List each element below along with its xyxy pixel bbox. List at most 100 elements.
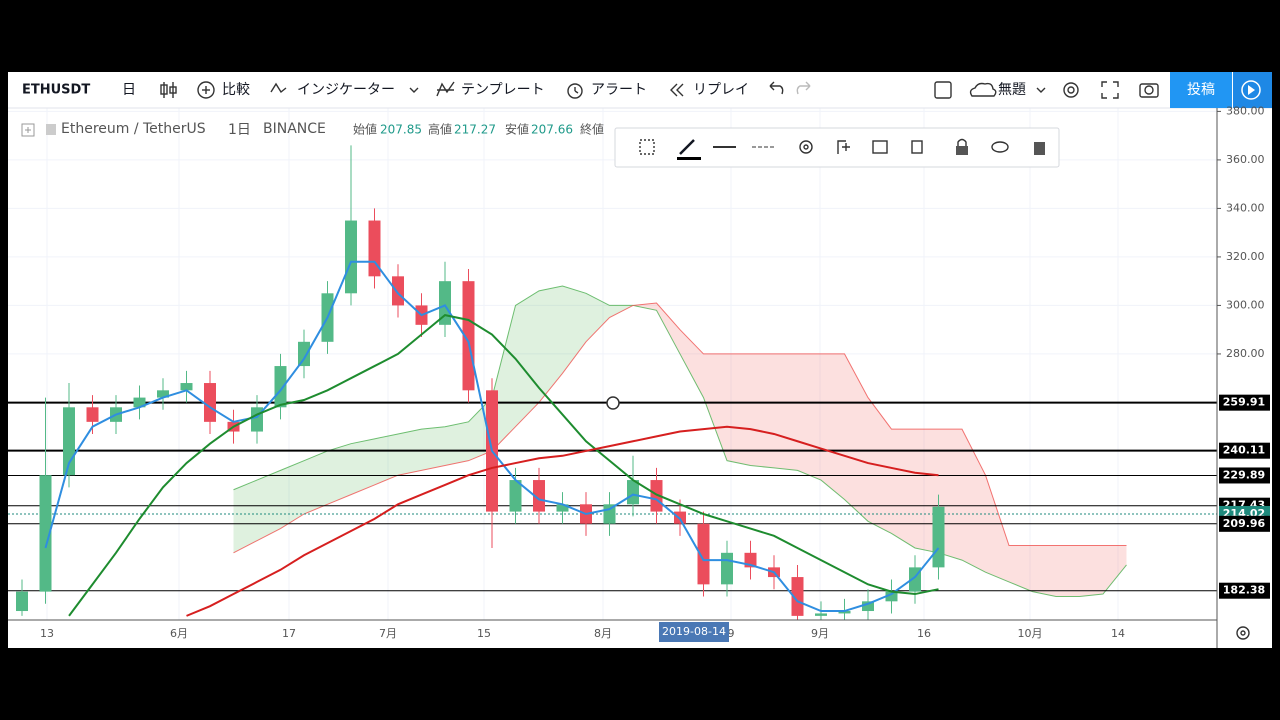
level-label-bg — [1219, 515, 1270, 532]
interval-button[interactable]: 日 — [122, 82, 136, 98]
cloud-segment — [586, 293, 610, 342]
cloud-icon[interactable] — [969, 82, 997, 97]
template-tool[interactable] — [872, 140, 888, 154]
legend-interval: 1日 — [228, 122, 251, 138]
y-tick-label: 280.00 — [1226, 347, 1265, 360]
cloud-segment — [351, 438, 375, 495]
delete-tool[interactable] — [1034, 142, 1045, 155]
candle-body — [133, 397, 146, 408]
cloud-segment — [774, 353, 798, 471]
level-label: 209.96 — [1223, 517, 1266, 530]
legend: Ethereum / TetherUS 1日 BINANCE 始値 207.85… — [21, 121, 604, 138]
x-tick-label: 16 — [917, 627, 931, 640]
cloud-segment — [304, 450, 328, 515]
cloud-segment — [633, 303, 657, 311]
lock-shackle — [957, 138, 967, 146]
alert-button[interactable]: アラート — [591, 82, 647, 98]
chevron[interactable] — [1036, 87, 1046, 93]
cloud-segment — [233, 480, 257, 553]
layout-name[interactable]: 無題 — [998, 82, 1026, 98]
app-frame — [8, 72, 1272, 648]
chart-type-icon[interactable] — [160, 82, 177, 98]
publish-button[interactable] — [1170, 72, 1232, 108]
fullscreen-icon[interactable] — [1101, 81, 1119, 99]
x-tick-label: 9 — [728, 627, 735, 640]
undo[interactable] — [769, 81, 784, 95]
candle-body — [86, 407, 99, 422]
level-label-bg — [1219, 467, 1270, 484]
line-handle[interactable] — [606, 396, 620, 410]
line-color-tool[interactable] — [679, 139, 695, 155]
candle-body — [345, 220, 357, 294]
compare-icon[interactable] — [197, 81, 215, 99]
y-tick-label: 320.00 — [1226, 250, 1265, 263]
cloud-segment — [1032, 545, 1056, 597]
candle-body — [556, 504, 569, 512]
indicator-icon[interactable] — [270, 82, 287, 94]
symbol-name: Ethereum / TetherUS — [61, 121, 206, 137]
toolbar: ETHUSDT 日 比較 インジケーター テンプレート アラート リプレイ 無題… — [22, 72, 1272, 108]
cloud-segment — [985, 475, 1009, 582]
cloud-segment — [656, 303, 680, 354]
axes: 13 6月 17 7月 15 8月 9 9月 16 10月 14 280.00 300.00 320.00… — [40, 104, 1270, 642]
symbol-flag — [46, 124, 56, 135]
plot-area — [8, 108, 1217, 620]
cloud-segment — [398, 429, 422, 476]
candle-body — [204, 383, 216, 422]
settings-tool[interactable] — [799, 140, 813, 154]
level-label: 259.91 — [1223, 396, 1265, 409]
camera-icon[interactable] — [1139, 83, 1159, 98]
layout-square[interactable] — [934, 81, 952, 99]
candle-body — [627, 480, 639, 505]
select-tool[interactable] — [639, 139, 655, 155]
candle-body — [298, 341, 310, 367]
settings-icon[interactable] — [1063, 82, 1079, 98]
candle-body — [721, 552, 733, 585]
replay-icon[interactable] — [670, 83, 684, 97]
candle-body — [533, 480, 545, 512]
redo[interactable] — [796, 81, 811, 95]
cloud-segment — [562, 286, 586, 374]
open-value: 207.85 — [380, 123, 422, 137]
templates-button[interactable]: テンプレート — [461, 82, 545, 98]
candle-body — [439, 281, 451, 325]
replay-button[interactable]: リプレイ — [693, 82, 749, 98]
cloud-segment — [421, 426, 445, 471]
lock-tool[interactable] — [956, 146, 968, 155]
cloud-segment — [703, 353, 727, 461]
cloud-segment — [280, 460, 304, 529]
template-icon[interactable] — [436, 81, 455, 97]
level-label: 182.38 — [1223, 584, 1265, 597]
axis-settings[interactable] — [1236, 626, 1250, 640]
candle-body — [274, 366, 287, 408]
clone-tool[interactable] — [911, 140, 923, 154]
chevron[interactable] — [409, 87, 419, 93]
open-label: 始値 — [353, 122, 377, 137]
candle-body — [791, 577, 804, 616]
x-tick-label: 15 — [477, 627, 491, 640]
candle-body — [462, 281, 475, 391]
visibility-tool[interactable] — [991, 141, 1009, 153]
x-tick-label: 6月 — [170, 627, 188, 640]
play-triangle — [1248, 85, 1255, 95]
candle-body — [650, 480, 663, 512]
moving-average — [44, 260, 940, 613]
legend-toggle[interactable] — [21, 123, 35, 137]
cloud-segment — [962, 429, 986, 573]
cloud-span-b — [233, 302, 1127, 554]
compare-button[interactable]: 比較 — [222, 82, 250, 98]
symbol[interactable]: ETHUSDT — [22, 83, 90, 98]
y-tick-label: 300.00 — [1226, 298, 1265, 311]
x-tick-label: 13 — [40, 627, 54, 640]
candle-body — [932, 506, 945, 568]
candle-body — [815, 613, 827, 616]
indicators-button[interactable]: インジケーター — [297, 82, 395, 98]
x-tick-label: 10月 — [1018, 627, 1043, 640]
alert-tool[interactable] — [837, 140, 850, 154]
exchange[interactable]: BINANCE — [263, 121, 326, 137]
alert-icon[interactable] — [567, 83, 583, 99]
cloud-segment — [680, 329, 704, 398]
high-value: 217.27 — [454, 123, 496, 137]
candle-body — [838, 611, 851, 614]
x-tick-label: 7月 — [379, 627, 397, 640]
